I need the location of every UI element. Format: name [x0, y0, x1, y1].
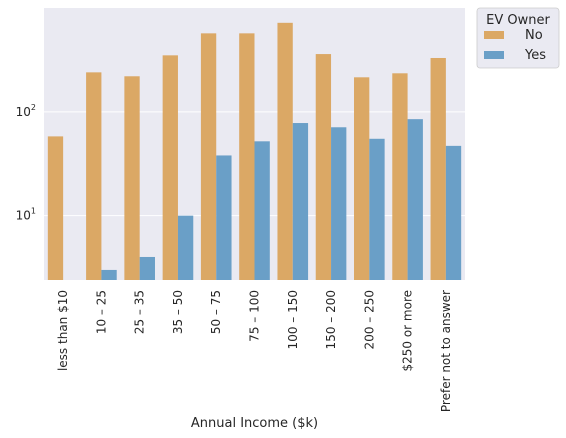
- bar-yes-10: [445, 145, 462, 280]
- bar-no-1: [86, 72, 102, 280]
- x-tick-label: 10 – 25: [94, 290, 108, 334]
- bar-yes-5: [254, 141, 270, 280]
- x-tick-label: 150 – 200: [324, 290, 338, 349]
- x-tick-label: 75 – 100: [248, 290, 262, 342]
- x-tick-label: less than $10: [56, 290, 70, 371]
- legend-swatch-no: [484, 31, 504, 39]
- bar-no-8: [354, 77, 370, 280]
- bar-yes-9: [407, 119, 423, 280]
- bar-yes-4: [216, 155, 232, 280]
- bar-no-6: [277, 22, 293, 281]
- bars: [47, 22, 462, 281]
- x-tick-label: 50 – 75: [209, 290, 223, 334]
- bar-no-10: [430, 57, 446, 280]
- bar-yes-6: [292, 123, 309, 280]
- x-tick-label: 25 – 35: [133, 290, 147, 334]
- x-tick-label: $250 or more: [401, 290, 415, 372]
- y-tick-label: 101: [16, 207, 36, 223]
- bar-yes-2: [139, 256, 155, 280]
- x-tick-label: 200 – 250: [362, 290, 376, 349]
- bar-yes-7: [331, 127, 347, 281]
- legend: EV Owner No Yes: [476, 7, 560, 69]
- bar-no-0: [47, 136, 64, 280]
- bar-yes-8: [369, 138, 385, 280]
- bar-no-9: [392, 73, 408, 280]
- bar-no-4: [200, 33, 217, 281]
- x-tick-label: 100 – 150: [286, 290, 300, 349]
- bar-no-5: [239, 33, 255, 281]
- legend-label-no: No: [525, 28, 543, 43]
- bar-no-3: [162, 55, 178, 280]
- x-tick-label: Prefer not to answer: [439, 290, 453, 412]
- bar-yes-3: [177, 215, 194, 280]
- y-axis-ticks: 101 102: [16, 103, 36, 223]
- x-axis-ticks: less than $10 10 – 25 25 – 35 35 – 50 50 – 7…: [56, 290, 453, 412]
- bar-no-7: [315, 54, 332, 280]
- bar-yes-1: [101, 269, 117, 280]
- x-tick-label: 35 – 50: [171, 290, 185, 334]
- y-tick-label: 102: [16, 103, 36, 119]
- bar-no-2: [124, 76, 140, 280]
- x-axis-title: Annual Income ($k): [191, 416, 318, 431]
- legend-swatch-yes: [484, 51, 504, 59]
- legend-label-yes: Yes: [524, 48, 546, 63]
- legend-title: EV Owner: [486, 13, 550, 28]
